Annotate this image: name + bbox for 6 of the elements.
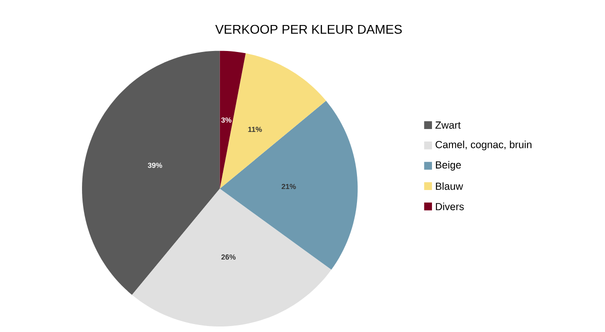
legend-label: Camel, cognac, bruin bbox=[436, 140, 532, 150]
chart-title: VERKOOP PER KLEUR DAMES bbox=[215, 24, 402, 34]
legend-label: Divers bbox=[436, 202, 464, 210]
legend-label: Blauw bbox=[436, 182, 464, 190]
legend-label: Beige bbox=[436, 160, 461, 170]
legend-label: Zwart bbox=[435, 121, 461, 129]
